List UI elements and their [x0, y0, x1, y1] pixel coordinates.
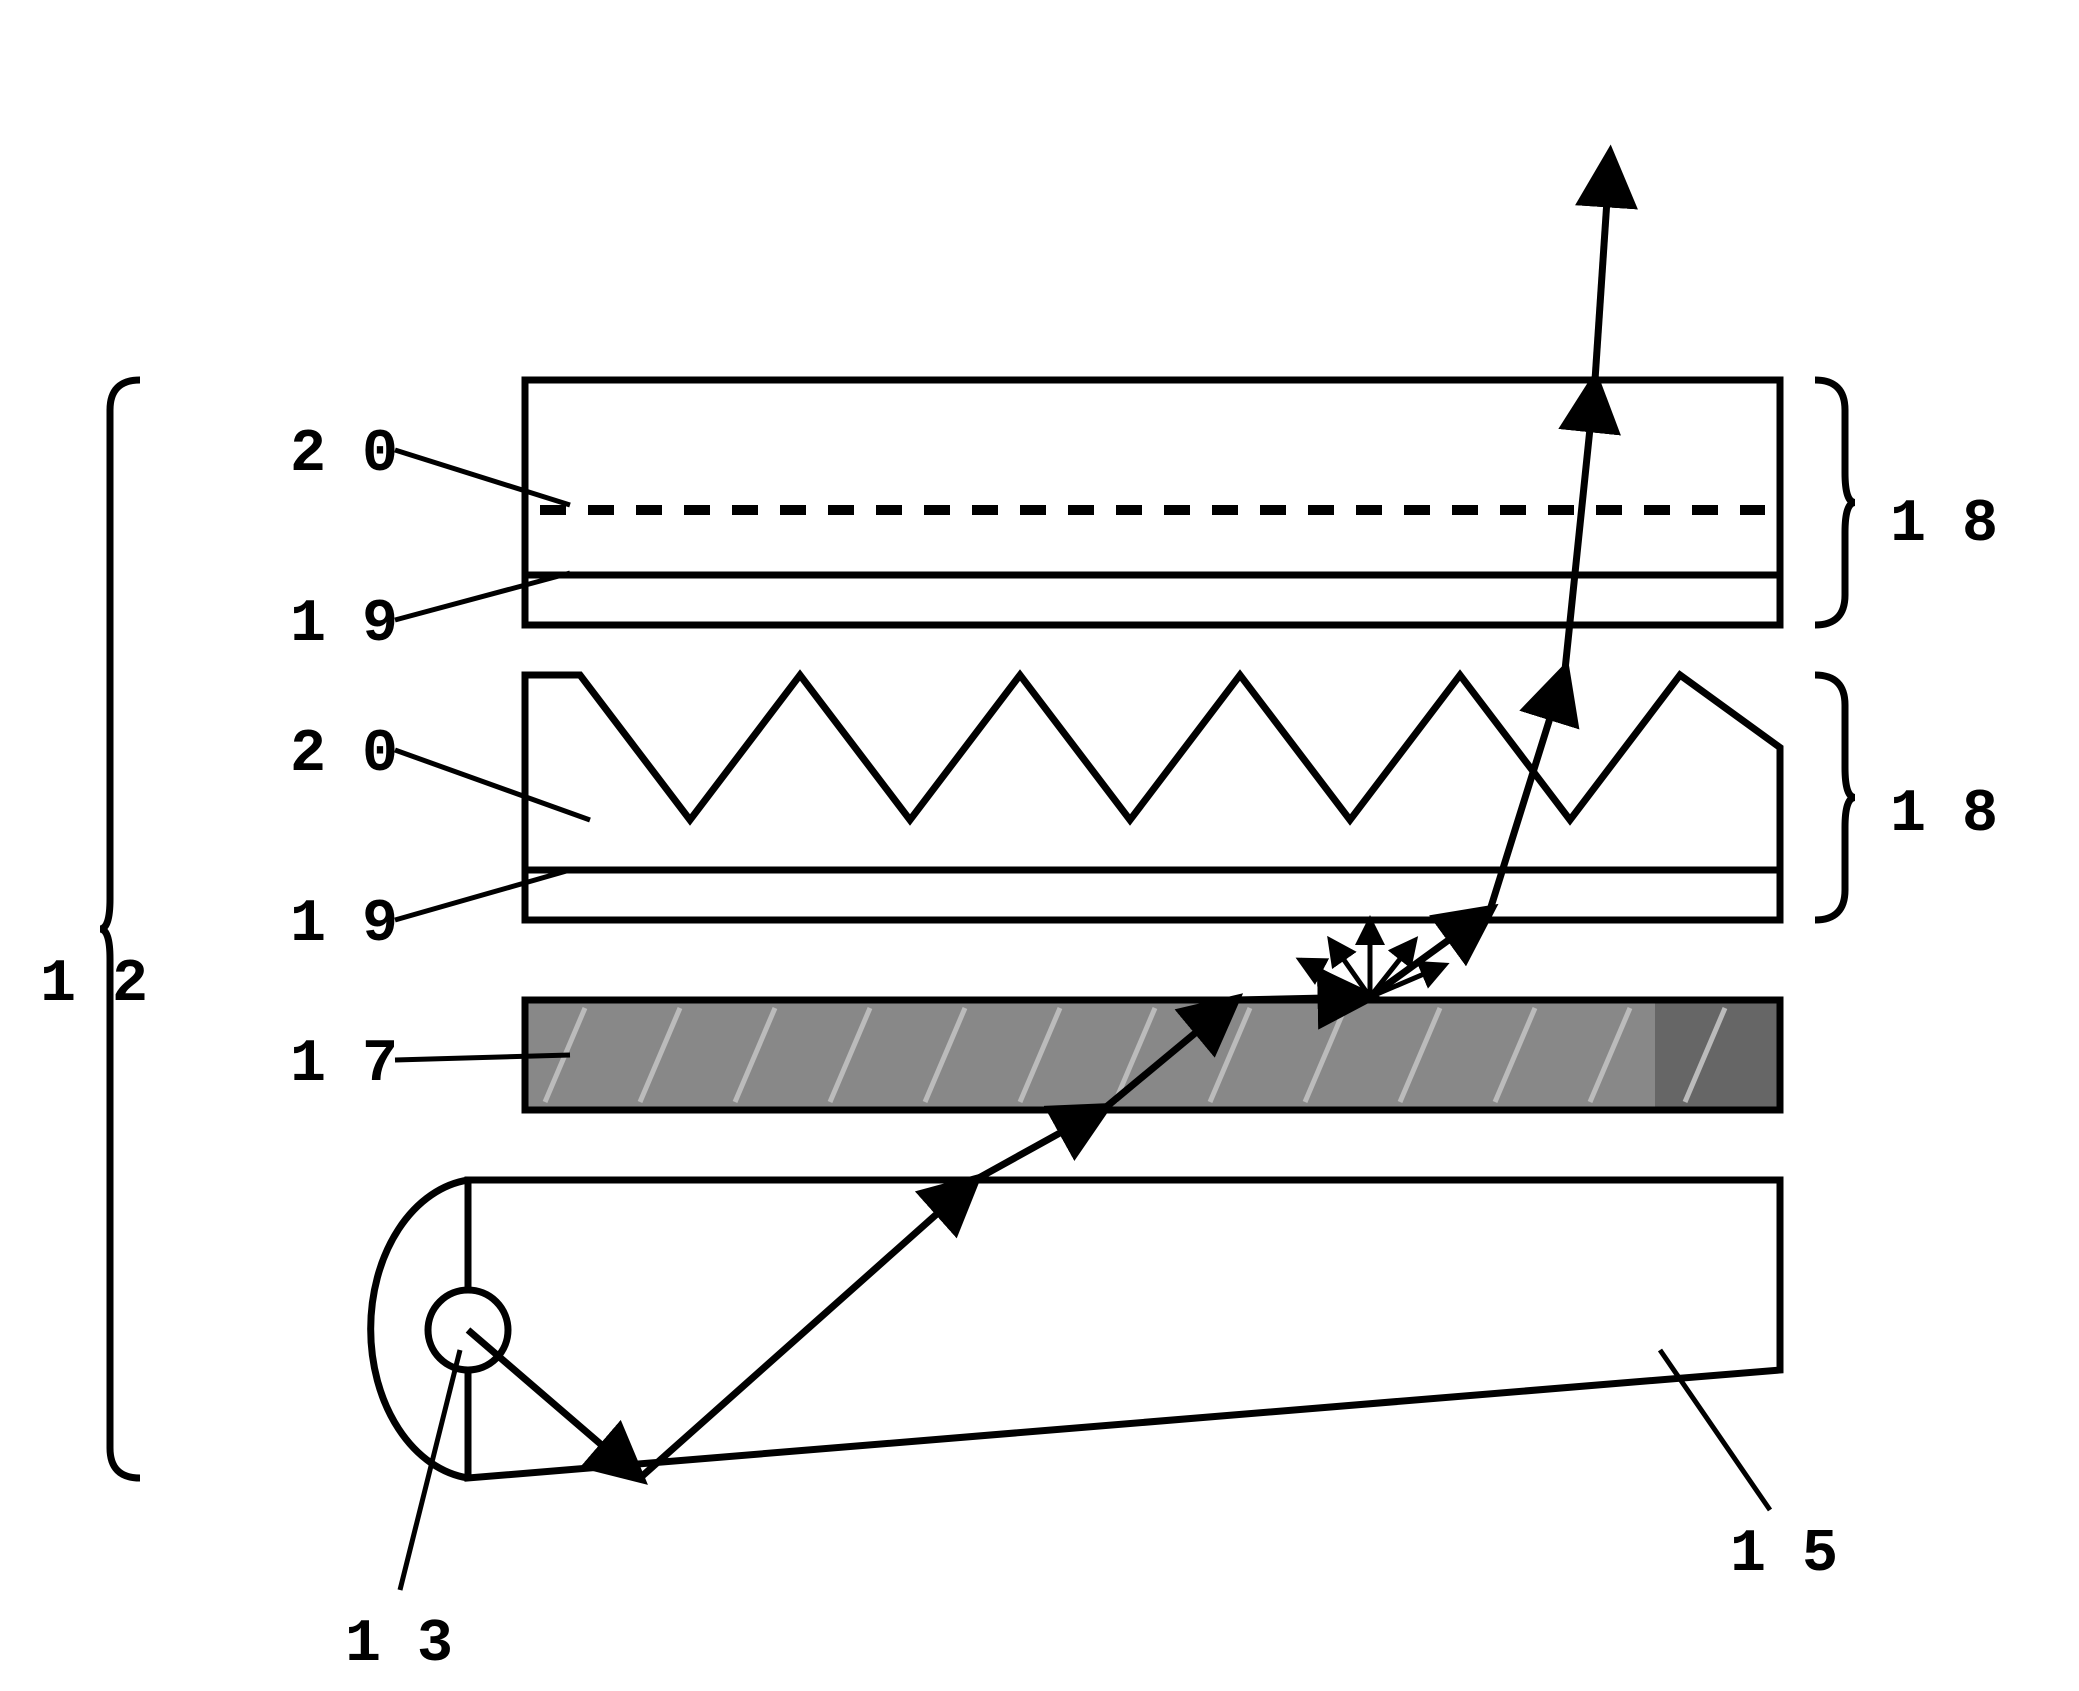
prism-layer [525, 675, 1780, 920]
ray-segment [1235, 997, 1370, 1000]
light-guide-wedge [468, 1180, 1780, 1478]
label-L13: 1 3 [345, 1611, 453, 1679]
label-L18a: 1 8 [1890, 491, 1998, 559]
brace-right-top [1815, 380, 1855, 625]
label-L20a: 2 0 [290, 421, 398, 489]
diffuser-dark-region [1655, 1000, 1780, 1110]
label-L19b: 1 9 [290, 891, 398, 959]
label-L19a: 1 9 [290, 591, 398, 659]
ray-segment [975, 1108, 1105, 1180]
label-L20b: 2 0 [290, 721, 398, 789]
label-L12: 1 2 [40, 951, 148, 1019]
ray-segment [1595, 155, 1610, 380]
brace-left [100, 380, 140, 1478]
diagram-canvas: 1 2 2 0 1 9 2 0 1 9 1 7 1 8 1 8 1 5 1 3 [0, 0, 2079, 1691]
label-L15: 1 5 [1730, 1521, 1838, 1589]
label-L17: 1 7 [290, 1031, 398, 1099]
label-L18b: 1 8 [1890, 781, 1998, 849]
brace-right-mid [1815, 675, 1855, 920]
